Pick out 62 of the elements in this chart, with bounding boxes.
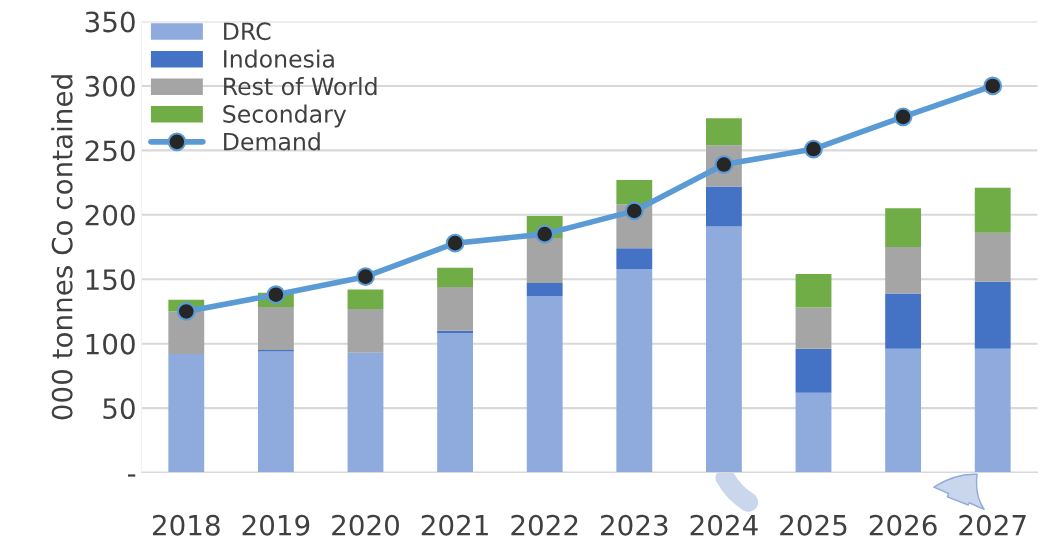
x-tick-label: 2022 xyxy=(511,514,578,536)
y-tick-label: 300 xyxy=(85,75,135,97)
y-tick-label: 150 xyxy=(86,269,135,291)
x-tick-label: 2026 xyxy=(869,514,937,536)
bar xyxy=(168,311,205,354)
point xyxy=(176,302,196,321)
point xyxy=(266,285,286,305)
bar xyxy=(526,283,563,296)
bar xyxy=(795,392,832,473)
y-tick-label: 200 xyxy=(85,204,135,226)
bar xyxy=(526,295,563,473)
bar xyxy=(885,247,922,294)
bar xyxy=(795,274,832,308)
legend-label: Indonesia xyxy=(224,49,334,68)
bar xyxy=(616,268,653,473)
bar xyxy=(257,351,294,473)
y-tick-label: - xyxy=(127,474,136,477)
point xyxy=(804,139,823,159)
bar xyxy=(974,187,1011,233)
bar xyxy=(437,267,474,287)
bar xyxy=(974,348,1011,473)
bar xyxy=(885,293,922,349)
bar xyxy=(437,333,474,473)
bar xyxy=(347,352,384,473)
y-axis-title: 000 tonnes Co contained xyxy=(51,75,73,420)
point xyxy=(983,76,1003,96)
y-tick-label: 250 xyxy=(85,140,135,162)
y-tick-label: 100 xyxy=(86,333,135,355)
x-tick-label: 2025 xyxy=(780,514,847,536)
y-tick-label: 50 xyxy=(103,398,135,420)
x-tick-label: 2018 xyxy=(152,514,220,536)
x-tick-label: 2023 xyxy=(600,514,668,536)
bar xyxy=(885,208,922,248)
bar xyxy=(795,348,832,393)
bar xyxy=(795,307,832,349)
bar xyxy=(526,238,563,284)
x-tick-label: 2027 xyxy=(959,514,1026,536)
bar xyxy=(705,118,742,146)
point xyxy=(893,107,913,127)
bar xyxy=(257,306,294,351)
bar xyxy=(168,353,205,473)
bar xyxy=(705,186,742,227)
x-tick-label: 2019 xyxy=(242,514,310,536)
x-tick-label: 2024 xyxy=(690,514,758,536)
legend-label: DRC xyxy=(224,22,271,41)
legend-label: Secondary xyxy=(223,104,347,128)
y-tick-label: 350 xyxy=(85,11,135,33)
bar xyxy=(616,180,653,205)
x-tick-label: 2021 xyxy=(421,514,488,536)
bar xyxy=(347,308,384,353)
bar xyxy=(616,248,653,269)
legend-label: Rest of World xyxy=(224,77,377,96)
point xyxy=(356,267,375,287)
bar xyxy=(437,286,474,331)
bar xyxy=(974,232,1011,282)
point xyxy=(445,233,465,253)
point xyxy=(624,201,644,221)
x-tick-label: 2020 xyxy=(332,514,399,536)
bar xyxy=(974,281,1011,349)
bar xyxy=(347,289,384,309)
bar xyxy=(885,348,922,473)
legend-label: Demand xyxy=(224,132,320,151)
